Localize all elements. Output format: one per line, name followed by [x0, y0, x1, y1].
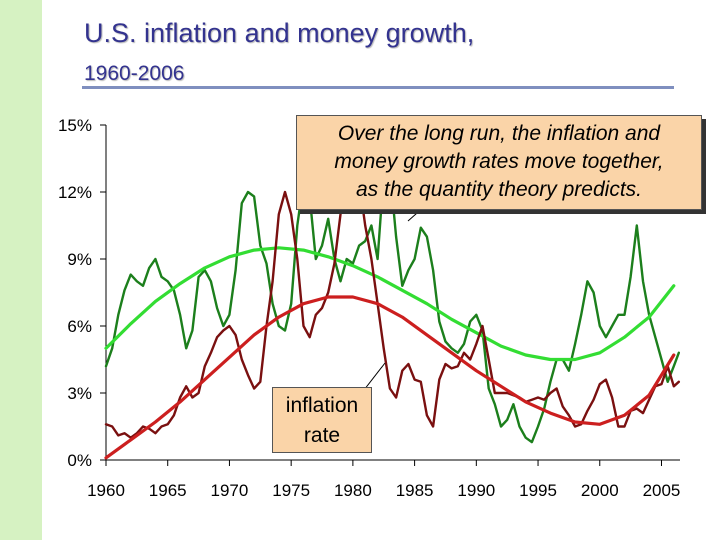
title-underline — [82, 86, 674, 89]
side-band — [0, 0, 42, 540]
x-tick-label: 1990 — [457, 481, 495, 500]
callout-inflation-rate: inflation rate — [272, 387, 372, 453]
callout-line: as the quantity theory predicts. — [356, 178, 642, 201]
x-tick-label: 1960 — [87, 481, 125, 500]
y-tick-label: 6% — [67, 317, 92, 336]
series-line-inflation-trend — [104, 295, 676, 460]
y-tick-label: 12% — [58, 183, 92, 202]
callout-quantity-theory: Over the long run, the inflation and mon… — [296, 115, 702, 210]
x-tick-label: 2000 — [581, 481, 619, 500]
y-tick-label: 0% — [67, 451, 92, 470]
series-line-money-growth-trend — [104, 246, 676, 362]
y-tick-label: 9% — [67, 250, 92, 269]
x-tick-label: 1980 — [334, 481, 372, 500]
callout-line: money growth rates move together, — [334, 150, 664, 173]
x-tick-label: 1970 — [211, 481, 249, 500]
series-line-inflation-rate — [104, 157, 680, 439]
x-tick-label: 2005 — [643, 481, 681, 500]
x-tick-label: 1995 — [519, 481, 557, 500]
callout-line: rate — [303, 424, 341, 447]
y-tick-label: 3% — [67, 384, 92, 403]
callout-line: Over the long run, the inflation and — [337, 122, 661, 145]
chart-series — [104, 157, 680, 460]
x-tick-label: 1975 — [272, 481, 310, 500]
x-tick-label: 1985 — [396, 481, 434, 500]
callout-line: inflation — [285, 394, 359, 417]
callout-leader-inflation — [363, 362, 386, 391]
x-tick-label: 1965 — [149, 481, 187, 500]
slide-title: U.S. inflation and money growth, — [84, 18, 475, 48]
chart-axes: 0% 3% 6% 9% 12% 15% 1960 1965 1970 1975 1980 1985 19… — [58, 116, 680, 500]
slide-subtitle: 1960-2006 — [84, 62, 185, 85]
y-tick-label: 15% — [58, 116, 92, 135]
